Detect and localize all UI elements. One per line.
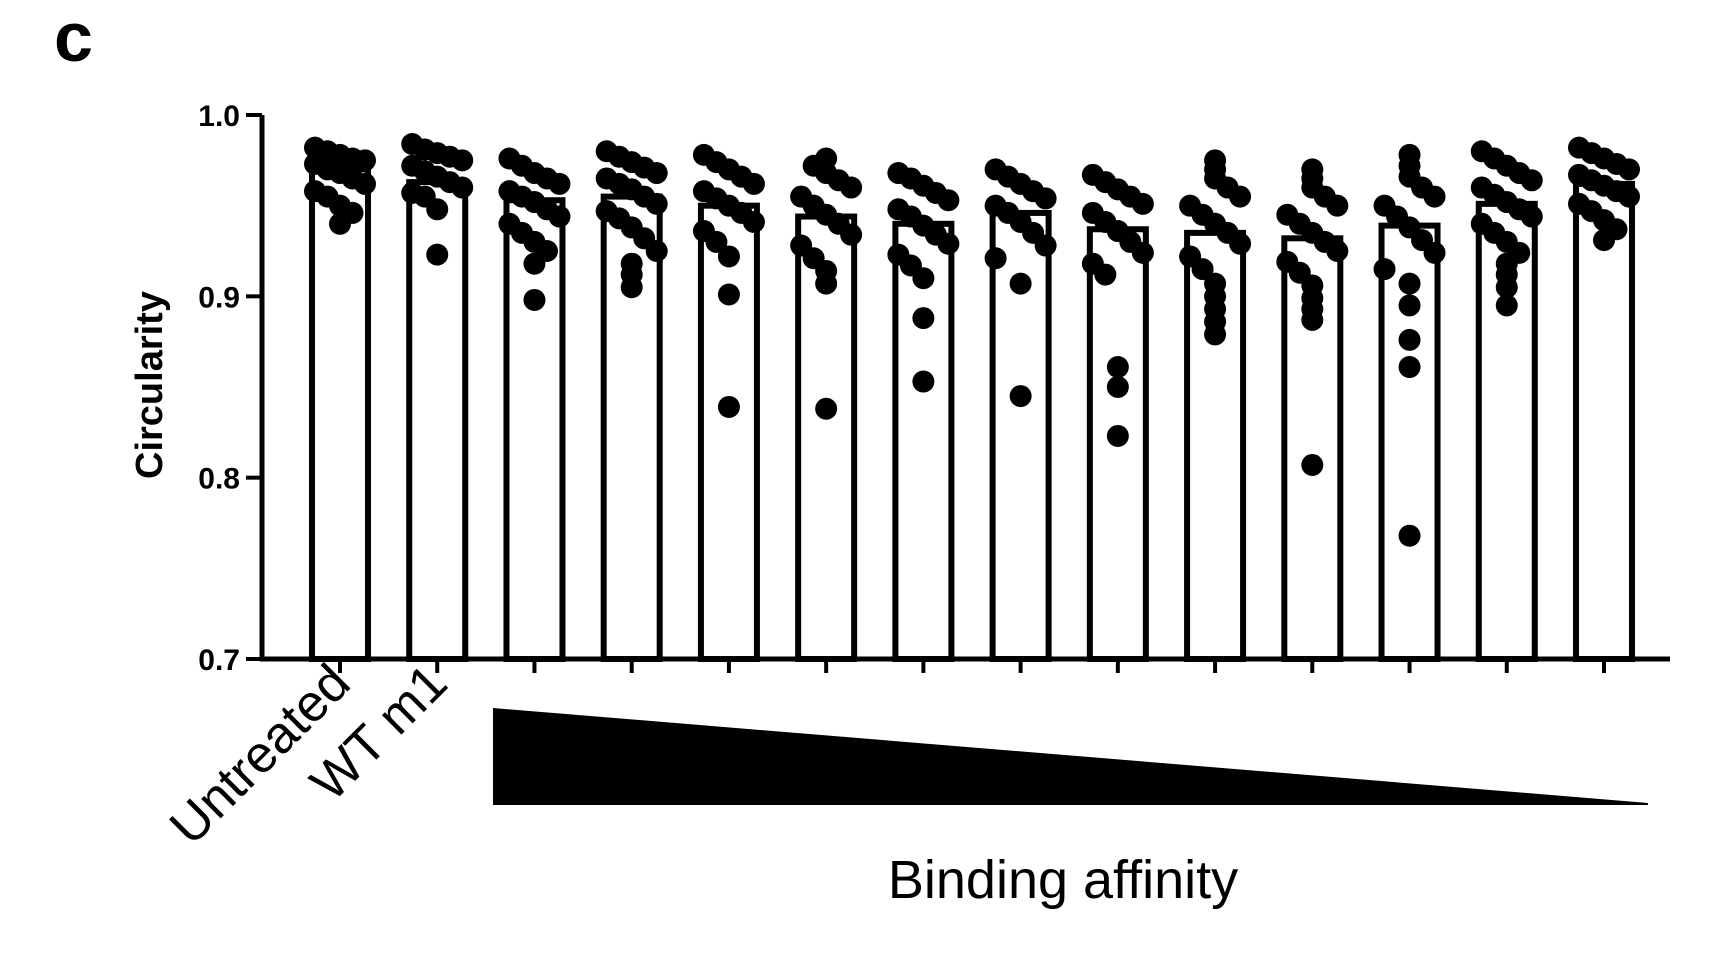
data-point: [1106, 424, 1129, 447]
data-point: [1106, 356, 1129, 379]
data-point: [548, 205, 571, 228]
data-point: [742, 210, 765, 233]
data-point: [1495, 276, 1518, 299]
data-point: [354, 149, 376, 172]
data-point: [645, 240, 668, 262]
data-point: [523, 252, 546, 275]
data-point: [1034, 234, 1057, 257]
bar: [503, 197, 566, 663]
bar: [892, 220, 955, 663]
data-point: [1301, 308, 1324, 331]
data-point: [815, 397, 838, 420]
data-point: [1495, 294, 1518, 317]
data-point: [840, 223, 863, 246]
x-axis-label: Binding affinity: [888, 850, 1238, 910]
data-point: [1326, 194, 1349, 217]
data-point: [620, 276, 643, 299]
data-point: [1398, 356, 1421, 379]
data-point: [1229, 232, 1252, 255]
data-point: [717, 283, 740, 306]
data-point: [1034, 187, 1057, 210]
data-point: [742, 172, 765, 195]
data-point: [1326, 240, 1349, 262]
points-group: [304, 133, 1640, 547]
data-point: [426, 243, 449, 266]
data-point: [1520, 205, 1543, 228]
data-point: [1229, 185, 1252, 208]
y-axis-label: Circularity: [129, 291, 171, 479]
data-point: [937, 232, 960, 255]
data-point: [912, 267, 935, 290]
binding-affinity-wedge: [493, 708, 1648, 805]
data-point: [451, 149, 474, 172]
data-point: [912, 307, 935, 330]
data-point: [1398, 272, 1421, 295]
data-point: [548, 172, 571, 195]
data-point: [1423, 241, 1446, 264]
data-point: [840, 176, 863, 199]
data-point: [1398, 524, 1421, 547]
data-point: [1009, 385, 1032, 408]
y-tick-label: 0.8: [198, 463, 240, 496]
bars-group: [309, 166, 1635, 663]
y-tick-label: 1.0: [198, 100, 240, 133]
data-point: [645, 192, 668, 215]
y-tick-label: 0.9: [198, 281, 240, 314]
data-point: [1398, 328, 1421, 351]
y-ticks-group: 0.7 0.8 0.9 1.0: [198, 100, 262, 677]
data-point: [1204, 323, 1227, 346]
data-point: [1301, 453, 1324, 476]
data-point: [1593, 229, 1615, 252]
data-point: [1106, 376, 1129, 398]
y-tick-label: 0.7: [198, 644, 240, 677]
data-point: [1618, 185, 1640, 208]
data-point: [984, 247, 1007, 270]
data-point: [912, 370, 935, 393]
x-ticks-group: [338, 659, 1606, 673]
data-point: [1398, 294, 1421, 317]
data-point: [1094, 263, 1117, 286]
bar: [309, 166, 371, 662]
bar: [697, 202, 760, 663]
axes-group: [259, 115, 1670, 662]
data-point: [1373, 258, 1396, 281]
bar: [1573, 180, 1635, 662]
data-point: [1191, 258, 1214, 281]
data-point: [1131, 192, 1154, 215]
panel-letter: c: [54, 0, 93, 76]
data-point: [426, 198, 449, 221]
data-point: [1423, 185, 1446, 208]
data-point: [1009, 272, 1032, 295]
data-point: [1618, 158, 1640, 181]
data-point: [329, 212, 351, 235]
data-point: [815, 272, 838, 295]
data-point: [354, 172, 376, 195]
data-point: [523, 288, 546, 311]
data-point: [717, 245, 740, 268]
data-point: [705, 230, 728, 253]
data-point: [937, 189, 960, 212]
data-point: [645, 162, 668, 185]
data-point: [717, 395, 740, 418]
data-point: [1520, 169, 1543, 192]
data-point: [451, 176, 474, 199]
data-point: [1131, 241, 1154, 264]
